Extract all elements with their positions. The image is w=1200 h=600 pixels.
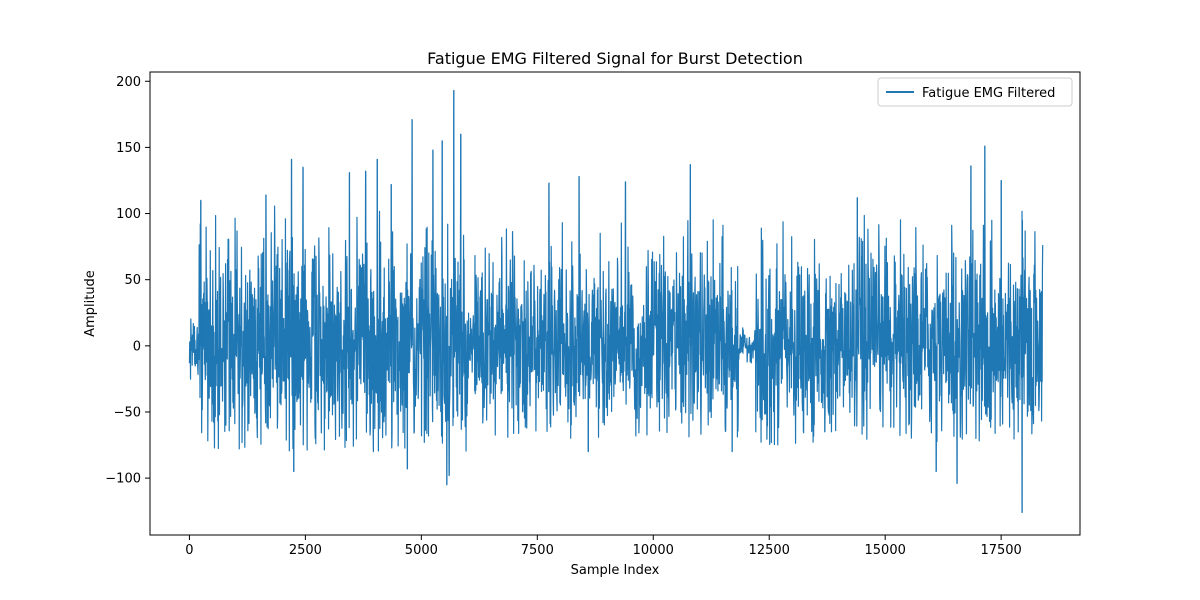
y-axis-label: Amplitude	[83, 270, 98, 337]
x-tick-label: 7500	[521, 543, 554, 558]
x-tick-label: 10000	[633, 543, 674, 558]
x-tick-label: 17500	[980, 543, 1021, 558]
x-tick-label: 2500	[289, 543, 322, 558]
y-tick-label: −100	[105, 472, 141, 487]
legend-box	[877, 77, 1073, 107]
chart-title: Fatigue EMG Filtered Signal for Burst De…	[427, 49, 803, 68]
y-tick-label: −50	[114, 405, 141, 420]
x-axis-ticks: 0 2500 5000 7500 10000 12500 15000 17500	[185, 535, 1022, 558]
y-tick-label: 150	[116, 141, 141, 156]
x-tick-label: 15000	[865, 543, 906, 558]
y-tick-label: 50	[124, 273, 141, 288]
x-tick-label: 12500	[749, 543, 790, 558]
x-tick-label: 5000	[405, 543, 438, 558]
axes-frame	[149, 71, 1081, 536]
y-tick-label: 100	[116, 207, 141, 222]
y-tick-label: 0	[133, 339, 141, 354]
y-tick-label: 200	[116, 75, 141, 90]
signal-line-fatigue-emg-filtered	[188, 89, 1044, 514]
signal-layer	[188, 89, 1044, 514]
x-tick-label: 0	[185, 543, 193, 558]
x-axis-label: Sample Index	[571, 563, 660, 578]
legend-label: Fatigue EMG Filtered	[922, 86, 1055, 101]
y-axis-ticks: −100 −50 0 50 100 150 200	[105, 75, 150, 487]
legend: Fatigue EMG Filtered	[877, 77, 1073, 107]
